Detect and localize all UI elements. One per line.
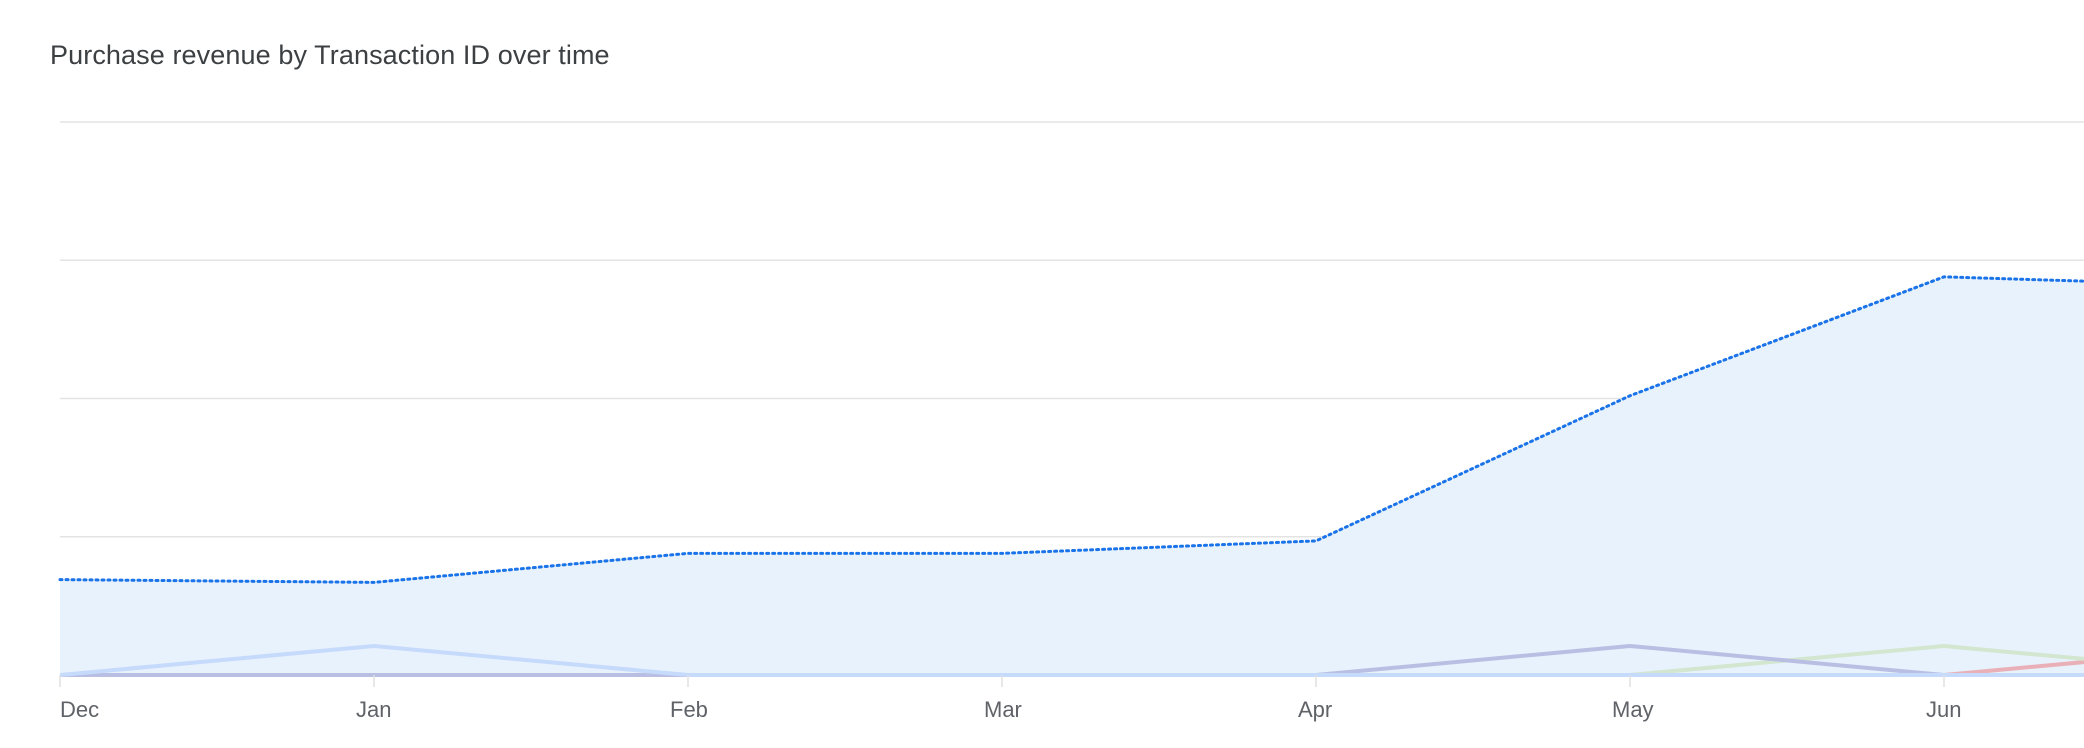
x-tick-label: Dec [60,697,99,722]
total-revenue-line [58,275,2084,584]
x-axis: Dec Jan Feb Mar Apr May Jun [59,675,1961,722]
area-fills [60,276,2084,675]
chart-title: Purchase revenue by Transaction ID over … [50,40,610,70]
x-tick-label: Feb [670,697,708,722]
x-tick-label: May [1612,697,1654,722]
area-fill [60,276,2084,675]
x-tick-label: Jan [356,697,391,722]
x-tick-label: Mar [984,697,1022,722]
x-tick-label: Jun [1926,697,1961,722]
series-lines [58,275,2084,677]
transaction-line [59,643,2084,677]
x-tick-label: Apr [1298,697,1332,722]
